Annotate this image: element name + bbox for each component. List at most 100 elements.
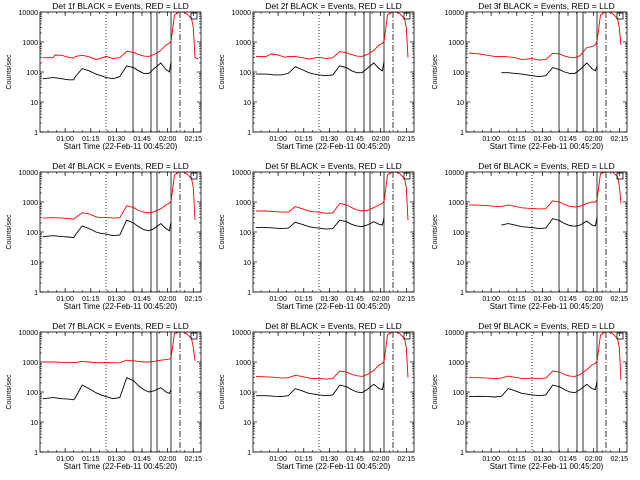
square-marker xyxy=(403,332,411,340)
y-tick-label: 10000 xyxy=(19,330,39,337)
x-tick-label: 01:00 xyxy=(269,456,287,463)
x-tick-label: 01:45 xyxy=(133,456,151,463)
y-tick-label: 10000 xyxy=(445,10,465,17)
x-tick-label: 02:00 xyxy=(585,296,603,303)
y-tick-label: 10 xyxy=(456,260,464,267)
panel-title: Det 5f BLACK = Events, RED = LLD xyxy=(265,161,402,171)
x-tick-label: 01:15 xyxy=(82,456,100,463)
panel-9: Det 9f BLACK = Events, RED = LLD 1 10 100 10… xyxy=(432,321,628,471)
y-tick-label: 10000 xyxy=(232,330,252,337)
series-black xyxy=(255,61,385,77)
y-tick-label: 10000 xyxy=(19,170,39,177)
panel-6: Det 6f BLACK = Events, RED = LLD 1 10 100 10… xyxy=(432,161,628,311)
x-axis-label: Start Time (22-Feb-11 00:45:20) xyxy=(64,142,178,151)
x-tick-label: 02:00 xyxy=(372,296,390,303)
x-tick-label: 01:30 xyxy=(108,296,126,303)
data-layer xyxy=(468,332,622,452)
x-tick-label: 01:45 xyxy=(133,136,151,143)
y-tick-label: 1000 xyxy=(22,360,38,367)
x-tick-label: 01:15 xyxy=(295,136,313,143)
x-tick-label: 01:00 xyxy=(56,136,74,143)
x-tick-label: 01:30 xyxy=(108,136,126,143)
series-red xyxy=(42,12,199,61)
data-layer xyxy=(42,332,196,452)
x-tick-label: 01:30 xyxy=(534,296,552,303)
series-red xyxy=(255,12,409,60)
plot-frame xyxy=(39,331,202,453)
plot-frame xyxy=(39,11,202,133)
square-marker xyxy=(616,172,624,180)
x-tick-label: 01:15 xyxy=(295,456,313,463)
data-layer xyxy=(42,12,199,132)
y-tick-label: 1000 xyxy=(235,200,251,207)
plot-frame xyxy=(465,171,628,293)
y-axis-label: Counts/sec xyxy=(219,374,226,410)
panel-5: Det 5f BLACK = Events, RED = LLD 1 10 100 10… xyxy=(219,161,416,311)
series-black xyxy=(501,216,598,230)
series-black xyxy=(255,381,385,398)
data-layer xyxy=(255,12,409,132)
series-red xyxy=(255,332,409,380)
y-tick-label: 10000 xyxy=(19,10,39,17)
y-tick-label: 10000 xyxy=(232,170,252,177)
y-tick-label: 1 xyxy=(34,290,38,297)
panel-8: Det 8f BLACK = Events, RED = LLD 1 10 100 10… xyxy=(219,321,415,471)
y-tick-label: 10 xyxy=(243,420,251,427)
x-tick-label: 01:15 xyxy=(508,456,526,463)
panel-7: Det 7f BLACK = Events, RED = LLD 1 10 100 10… xyxy=(6,321,203,471)
y-axis-label: Counts/sec xyxy=(6,54,13,90)
plot-frame xyxy=(252,11,415,133)
x-tick-label: 02:15 xyxy=(185,296,203,303)
panel-title: Det 9f BLACK = Events, RED = LLD xyxy=(478,321,615,331)
x-tick-label: 01:45 xyxy=(346,296,364,303)
x-tick-label: 02:15 xyxy=(185,136,203,143)
x-axis-label: Start Time (22-Feb-11 00:45:20) xyxy=(277,142,391,151)
x-tick-label: 02:00 xyxy=(585,456,603,463)
x-tick-label: 02:15 xyxy=(398,296,416,303)
x-tick-label: 01:30 xyxy=(321,296,339,303)
x-tick-label: 01:15 xyxy=(508,296,526,303)
y-tick-label: 10000 xyxy=(445,330,465,337)
x-tick-label: 01:00 xyxy=(56,456,74,463)
panel-title: Det 6f BLACK = Events, RED = LLD xyxy=(478,161,615,171)
panel-2: Det 2f BLACK = Events, RED = LLD 1 10 100 10… xyxy=(219,1,415,151)
x-axis-label: Start Time (22-Feb-11 00:45:20) xyxy=(64,462,178,471)
x-tick-label: 01:15 xyxy=(82,296,100,303)
square-marker xyxy=(190,332,198,340)
x-tick-label: 02:00 xyxy=(372,136,390,143)
x-tick-label: 02:00 xyxy=(585,136,603,143)
x-tick-label: 02:15 xyxy=(185,456,203,463)
y-axis-label: Counts/sec xyxy=(219,214,226,250)
y-tick-label: 10000 xyxy=(232,10,252,17)
x-axis-label: Start Time (22-Feb-11 00:45:20) xyxy=(64,302,178,311)
panel-title: Det 4f BLACK = Events, RED = LLD xyxy=(52,161,189,171)
y-axis-label: Counts/sec xyxy=(432,54,439,90)
y-tick-label: 1 xyxy=(34,450,38,457)
y-tick-label: 10 xyxy=(456,420,464,427)
square-marker xyxy=(190,172,198,180)
y-axis-label: Counts/sec xyxy=(6,374,13,410)
y-tick-label: 1000 xyxy=(448,40,464,47)
x-tick-label: 02:00 xyxy=(159,296,177,303)
y-tick-label: 100 xyxy=(239,230,251,237)
y-tick-label: 1000 xyxy=(22,40,38,47)
y-tick-label: 1 xyxy=(460,290,464,297)
series-black xyxy=(42,219,172,239)
x-tick-label: 01:00 xyxy=(482,456,500,463)
y-tick-label: 1 xyxy=(460,130,464,137)
y-tick-label: 100 xyxy=(239,390,251,397)
x-tick-label: 01:45 xyxy=(346,456,364,463)
y-tick-label: 1000 xyxy=(235,40,251,47)
y-axis-label: Counts/sec xyxy=(432,214,439,250)
y-tick-label: 10 xyxy=(456,100,464,107)
y-tick-label: 10 xyxy=(30,260,38,267)
x-tick-label: 01:30 xyxy=(534,136,552,143)
y-tick-label: 100 xyxy=(452,70,464,77)
series-red xyxy=(468,332,622,381)
x-axis-label: Start Time (22-Feb-11 00:45:20) xyxy=(490,142,604,151)
y-tick-label: 100 xyxy=(239,70,251,77)
data-layer xyxy=(42,172,196,292)
plot-frame xyxy=(465,331,628,453)
x-tick-label: 01:00 xyxy=(269,296,287,303)
